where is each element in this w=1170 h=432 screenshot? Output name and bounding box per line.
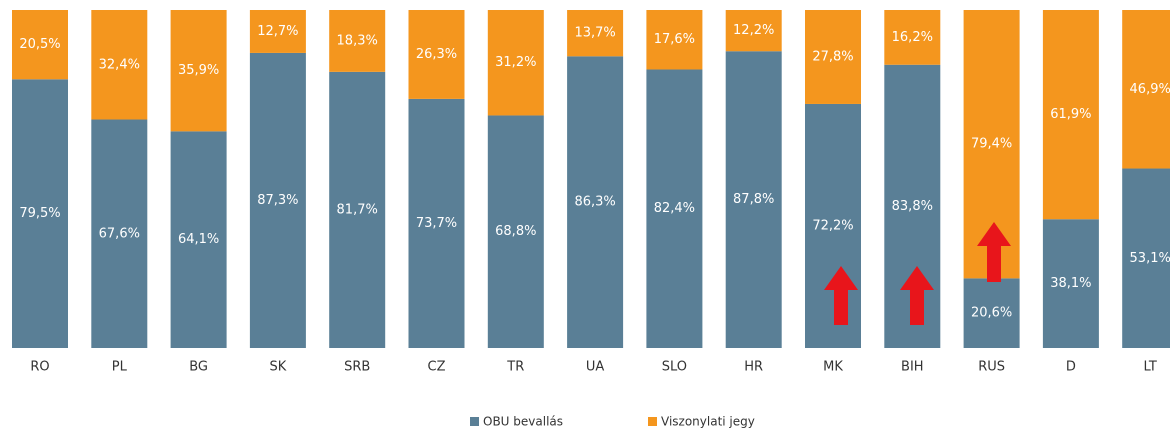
bar-segment (487, 10, 544, 116)
x-tick-label: LT (1143, 360, 1156, 375)
bar-segment (329, 71, 386, 348)
arrow (977, 222, 1011, 282)
x-tick-label: CZ (428, 360, 446, 375)
data-label: 83,8% (892, 199, 933, 214)
plot-area: 79,5% 20,5% RO 67,6% 32,4% PL 64,1% 35,9% BG 87,3… (12, 10, 1170, 375)
data-label: 27,8% (812, 49, 853, 64)
x-tick-label: RO (30, 360, 49, 375)
bar-segment (1042, 219, 1099, 348)
bar-segment (12, 79, 68, 348)
bar-segment (567, 56, 624, 348)
x-tick-label: BG (189, 360, 208, 375)
bar-segment (91, 10, 148, 120)
bar-segment (884, 10, 941, 65)
x-tick-label: RUS (978, 360, 1005, 375)
bar-segment (408, 98, 465, 348)
x-tick-label: UA (586, 360, 605, 375)
data-label: 73,7% (416, 216, 457, 231)
x-tick-label: BIH (901, 360, 924, 375)
legend: OBU bevallás Viszonylati jegy (470, 415, 755, 429)
bar-segment (646, 10, 703, 70)
bar-segment (487, 115, 544, 349)
data-label: 72,2% (812, 218, 853, 233)
bar-segment (249, 10, 306, 53)
data-label: 32,4% (99, 57, 140, 72)
bar-segment (1122, 168, 1170, 348)
data-label: 79,5% (19, 206, 60, 221)
data-label: 68,8% (495, 224, 536, 239)
data-label: 20,6% (971, 306, 1012, 321)
x-tick-label: MK (823, 360, 843, 375)
data-label: 35,9% (178, 63, 219, 78)
x-tick-label: SRB (344, 360, 370, 375)
data-label: 46,9% (1130, 82, 1170, 97)
arrow (900, 266, 934, 325)
data-label: 20,5% (19, 37, 60, 52)
data-label: 61,9% (1050, 107, 1091, 122)
bar-segment (1042, 10, 1099, 220)
arrow (824, 266, 858, 325)
legend-swatch (470, 417, 479, 426)
bar-segment (805, 103, 861, 349)
legend-label: Viszonylati jegy (661, 415, 755, 429)
x-tick-label: SLO (662, 360, 687, 375)
bar-segment (963, 278, 1020, 348)
data-label: 31,2% (495, 55, 536, 70)
data-label: 18,3% (337, 33, 378, 48)
data-label: 17,6% (654, 32, 695, 47)
bar-segment (725, 51, 782, 349)
data-label: 16,2% (892, 30, 933, 45)
data-label: 87,8% (733, 192, 774, 207)
bar-segment (567, 10, 624, 57)
data-label: 12,2% (733, 23, 774, 38)
annotation-arrows (824, 222, 1011, 325)
legend-label: OBU bevallás (483, 415, 563, 429)
data-label: 81,7% (337, 202, 378, 217)
bar-segment (329, 10, 386, 72)
bar-segment (12, 10, 68, 80)
data-label: 26,3% (416, 47, 457, 62)
bar-segment (249, 52, 306, 349)
data-label: 38,1% (1050, 276, 1091, 291)
legend-swatch (648, 417, 657, 426)
x-tick-label: D (1066, 360, 1076, 375)
data-label: 12,7% (257, 24, 298, 39)
data-label: 86,3% (574, 195, 615, 210)
x-tick-label: HR (744, 360, 763, 375)
data-label: 64,1% (178, 232, 219, 247)
bar-segment (408, 10, 465, 99)
bar-segment (170, 10, 227, 132)
bar-segment (646, 69, 703, 348)
x-tick-label: SK (270, 360, 287, 375)
x-tick-label: PL (112, 360, 128, 375)
data-label: 82,4% (654, 201, 695, 216)
data-label: 13,7% (574, 26, 615, 41)
bar-segment (805, 10, 861, 104)
bar-segment (1122, 10, 1170, 169)
data-label: 79,4% (971, 137, 1012, 152)
data-label: 53,1% (1130, 251, 1170, 266)
bar-segment (170, 131, 227, 348)
bar-segment (725, 10, 782, 52)
data-label: 87,3% (257, 193, 298, 208)
data-label: 67,6% (99, 226, 140, 241)
bar-segment (91, 119, 148, 349)
x-tick-label: TR (506, 360, 524, 375)
